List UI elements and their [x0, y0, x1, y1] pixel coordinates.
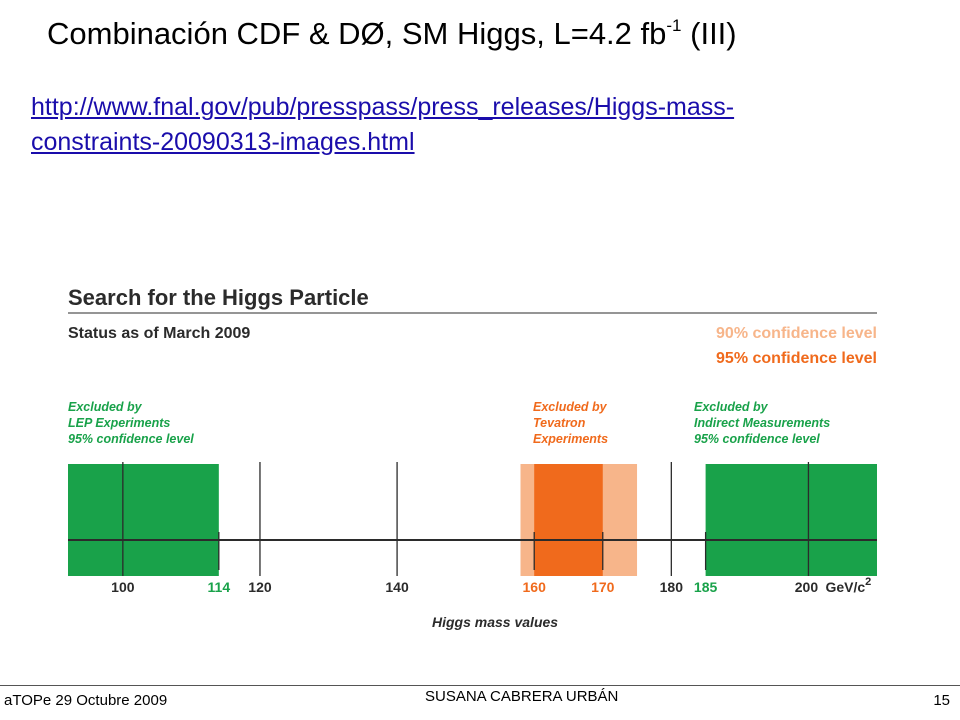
exclusion-region-2 — [520, 464, 638, 576]
slide-title-exponent: -1 — [666, 16, 682, 35]
footer-date: aTOPe 29 Octubre 2009 — [4, 692, 168, 709]
exclusion-region-3 — [534, 464, 603, 576]
figure-title: Search for the Higgs Particle — [68, 285, 369, 310]
mass-unit-exponent: 2 — [865, 576, 871, 588]
tick-label-170: 170 — [591, 579, 615, 595]
figure-subtitle: Status as of March 2009 — [68, 325, 250, 342]
tick-label-140: 140 — [385, 579, 409, 595]
lep-note-line1: Excluded by — [68, 400, 143, 414]
tick-label-200: 200 — [795, 579, 819, 595]
indirect-note-line1: Excluded by — [694, 400, 769, 414]
tick-label-160: 160 — [523, 579, 547, 595]
tevatron-exclusion-note: Excluded by Tevatron Experiments — [533, 400, 610, 446]
tevatron-note-line3: Experiments — [533, 432, 608, 446]
tick-label-120: 120 — [248, 579, 272, 595]
legend-90-label: 90% confidence level — [716, 325, 877, 342]
slide-title-tail: (III) — [681, 16, 737, 51]
exclusion-region-4 — [705, 464, 877, 576]
exclusion-regions — [68, 464, 877, 576]
press-release-link-line2: constraints-20090313-images.html — [31, 128, 415, 156]
tick-label-180: 180 — [660, 579, 684, 595]
mass-gridlines — [122, 462, 810, 576]
tevatron-note-line2: Tevatron — [533, 416, 586, 430]
mass-unit-label: GeV/c2 — [825, 576, 871, 595]
slide-title: Combinación CDF & DØ, SM Higgs, L=4.2 fb… — [47, 16, 737, 52]
slide-number: 15 — [933, 692, 950, 709]
tick-label-100: 100 — [111, 579, 135, 595]
footer-author: SUSANA CABRERA URBÁN — [425, 688, 619, 705]
lep-exclusion-note: Excluded by LEP Experiments 95% confiden… — [68, 400, 194, 446]
lep-note-line3: 95% confidence level — [68, 432, 194, 446]
press-release-link[interactable]: http://www.fnal.gov/pub/presspass/press_… — [31, 90, 931, 160]
indirect-note-line3: 95% confidence level — [694, 432, 820, 446]
press-release-link-line1: http://www.fnal.gov/pub/presspass/press_… — [31, 93, 735, 121]
slide-title-text: Combinación CDF & DØ, SM Higgs, L=4.2 fb — [47, 16, 667, 51]
tevatron-note-line1: Excluded by — [533, 400, 608, 414]
tick-label-185: 185 — [694, 579, 718, 595]
legend-95-label: 95% confidence level — [716, 350, 877, 367]
exclusion-region-1 — [68, 464, 219, 576]
axis-title: Higgs mass values — [432, 614, 558, 630]
mass-tick-labels: 100 114 120 140 160 170 180 185 200 — [111, 579, 818, 595]
lep-note-line2: LEP Experiments — [68, 416, 170, 430]
tick-label-114: 114 — [208, 579, 231, 595]
mass-unit-text: GeV/c — [825, 579, 865, 595]
indirect-note-line2: Indirect Measurements — [694, 416, 830, 430]
footer-rule — [0, 685, 960, 686]
indirect-exclusion-note: Excluded by Indirect Measurements 95% co… — [694, 400, 834, 446]
